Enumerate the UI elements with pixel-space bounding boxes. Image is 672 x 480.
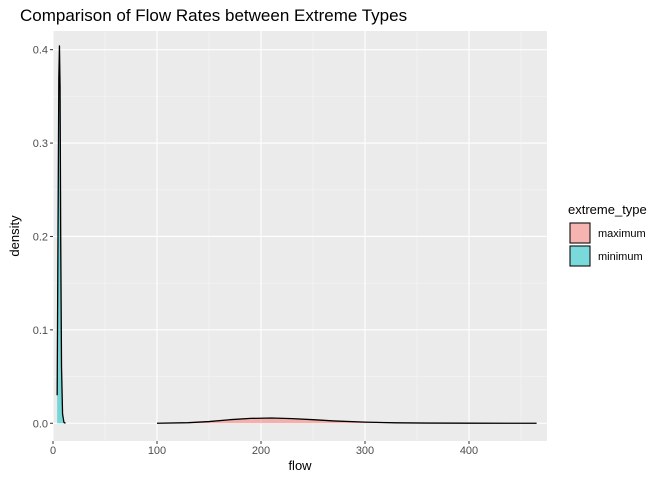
legend-title: extreme_type	[568, 202, 647, 217]
x-tick-label: 300	[356, 445, 374, 457]
density-area-minimum	[57, 45, 66, 424]
x-tick-label: 0	[50, 445, 56, 457]
y-tick-label: 0.0	[33, 418, 48, 430]
x-tick-label: 200	[252, 445, 270, 457]
y-tick-label: 0.2	[33, 231, 48, 243]
density-line-maximum	[156, 417, 537, 424]
chart-title: Comparison of Flow Rates between Extreme…	[20, 6, 407, 25]
y-axis-title: density	[7, 215, 22, 257]
x-tick-label: 400	[460, 445, 478, 457]
density-series	[56, 45, 537, 424]
legend-label-minimum: minimum	[598, 251, 643, 263]
legend: extreme_type maximum minimum	[568, 202, 647, 267]
density-area-maximum	[157, 418, 537, 424]
tick-labels: 0 100 200 300 400 0.0 0.1 0.2 0.3 0.4	[33, 45, 478, 457]
legend-items: maximum minimum	[569, 222, 646, 267]
y-tick-label: 0.4	[33, 45, 48, 57]
axis-ticks	[50, 49, 470, 444]
legend-swatch-maximum	[569, 222, 591, 244]
legend-swatch-minimum	[569, 245, 591, 267]
x-tick-label: 100	[148, 445, 166, 457]
y-tick-label: 0.1	[33, 325, 48, 337]
x-axis-title: flow	[288, 458, 312, 473]
legend-label-maximum: maximum	[598, 228, 646, 240]
density-line-minimum	[56, 45, 66, 424]
y-tick-label: 0.3	[33, 138, 48, 150]
